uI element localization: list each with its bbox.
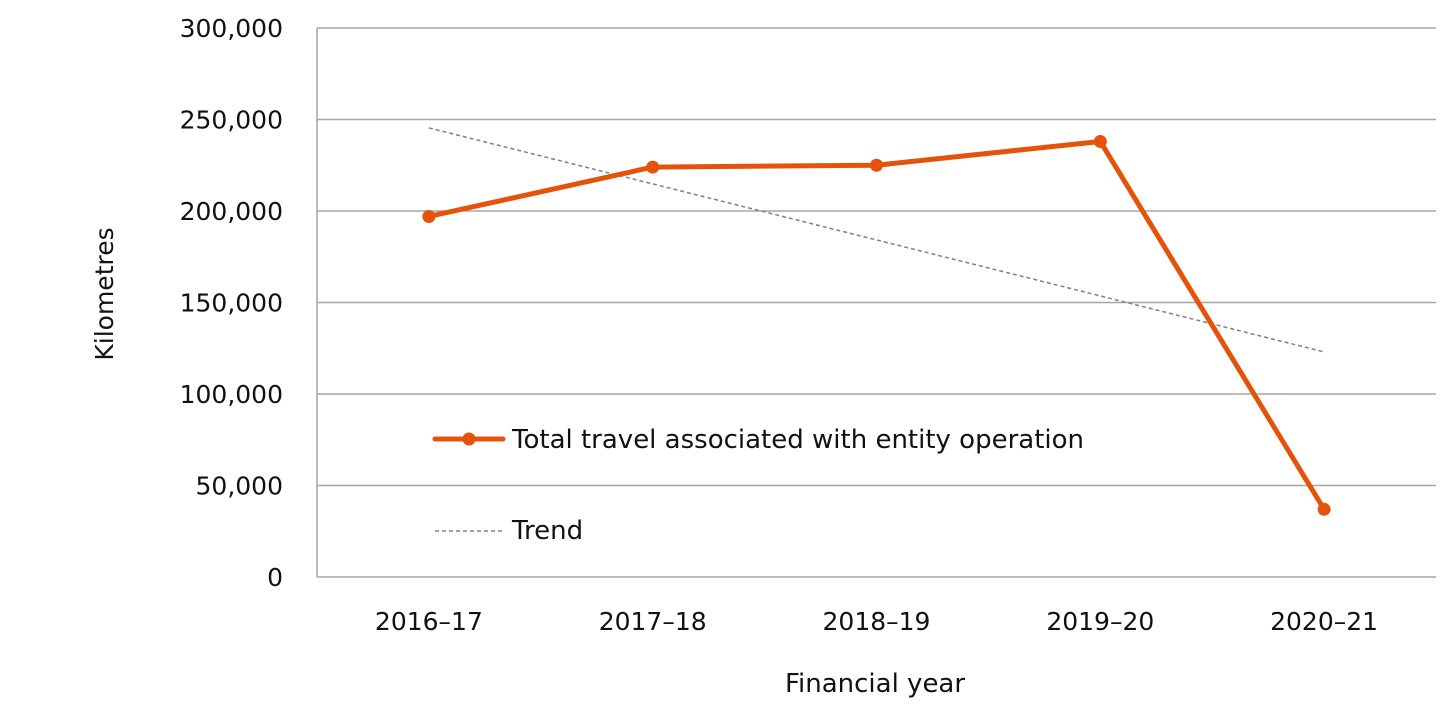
legend: Total travel associated with entity oper… <box>432 425 1084 546</box>
x-tick-label: 2017–18 <box>599 607 707 636</box>
x-tick-labels: 2016–17 2017–18 2018–19 2019–20 2020–21 <box>375 607 1378 636</box>
x-tick-label: 2018–19 <box>823 607 931 636</box>
y-tick-label: 150,000 <box>180 289 283 318</box>
y-tick-label: 50,000 <box>196 472 283 501</box>
y-tick-labels: 0 50,000 100,000 150,000 200,000 250,000 300,0… <box>180 14 283 592</box>
legend-entry-trend: Trend <box>435 516 583 546</box>
legend-label-trend: Trend <box>511 516 583 546</box>
total-travel-point <box>1093 134 1107 148</box>
total-travel-point <box>646 160 660 174</box>
x-tick-label: 2016–17 <box>375 607 483 636</box>
total-travel-point <box>1317 502 1331 516</box>
y-tick-label: 0 <box>267 563 283 592</box>
gridlines <box>316 27 1436 578</box>
x-axis-label: Financial year <box>785 669 965 699</box>
legend-label-total-travel: Total travel associated with entity oper… <box>511 425 1084 455</box>
y-tick-label: 100,000 <box>180 380 283 409</box>
y-tick-label: 250,000 <box>180 106 283 135</box>
y-axis-label: Kilometres <box>90 227 119 360</box>
total-travel-point <box>422 209 436 223</box>
total-travel-point <box>870 158 883 172</box>
x-tick-label: 2019–20 <box>1046 607 1154 636</box>
legend-entry-total-travel: Total travel associated with entity oper… <box>432 425 1084 455</box>
legend-marker-total-travel <box>462 432 476 446</box>
x-tick-label: 2020–21 <box>1270 607 1378 636</box>
series-layer <box>422 127 1331 516</box>
y-tick-label: 200,000 <box>180 197 283 226</box>
y-tick-label: 300,000 <box>180 14 283 43</box>
